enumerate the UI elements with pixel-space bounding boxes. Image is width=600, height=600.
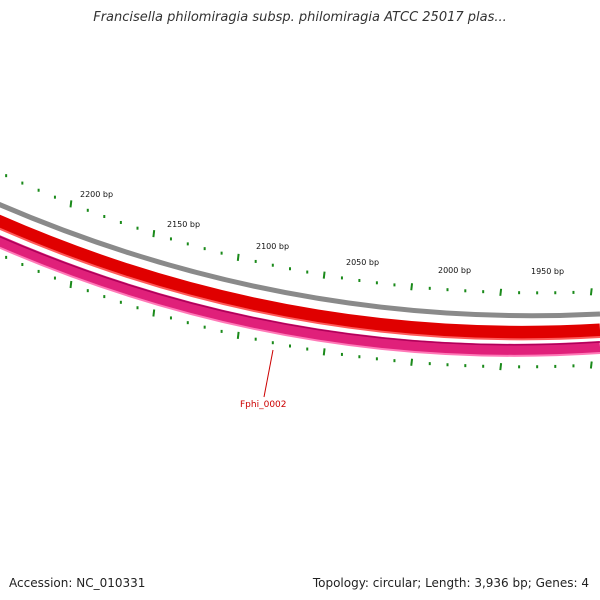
inner-major-tick [152, 309, 156, 317]
topology-summary: Topology: circular; Length: 3,936 bp; Ge… [312, 576, 589, 590]
outer-major-tick [322, 271, 326, 279]
tick-label-2050: 2050 bp [346, 258, 379, 267]
tick-label-2200: 2200 bp [80, 190, 113, 199]
gene-label-leader-line [263, 349, 274, 398]
reverse-strand-highlight [0, 246, 600, 357]
tick-label-1950: 1950 bp [531, 267, 564, 276]
accession-text: Accession: NC_010331 [9, 576, 146, 590]
map-title: Francisella philomiragia subsp. philomir… [93, 10, 507, 25]
inner-tick-marks [5, 255, 593, 371]
forward-strand-highlight [0, 227, 600, 341]
outer-major-tick [69, 200, 73, 208]
outer-tick-marks [5, 174, 593, 296]
backbone-ring [0, 202, 600, 319]
inner-major-tick [410, 358, 414, 366]
tick-label-2100: 2100 bp [256, 242, 289, 251]
forward-strand-feature [0, 214, 600, 339]
reverse-strand-shadow [0, 235, 600, 346]
outer-major-tick [589, 288, 593, 296]
tick-label-2000: 2000 bp [438, 266, 471, 275]
gene-label-fphi-0002[interactable]: Fphi_0002 [240, 400, 287, 410]
outer-major-tick [152, 230, 156, 238]
inner-major-tick [589, 361, 593, 369]
inner-major-tick [69, 280, 73, 289]
outer-major-tick [236, 253, 240, 262]
gene-feature-fphi-0002[interactable] [0, 233, 600, 356]
backbone-ring-inner [0, 208, 600, 321]
inner-major-tick [499, 363, 503, 371]
outer-major-tick [410, 283, 414, 291]
tick-label-2150: 2150 bp [167, 220, 200, 229]
outer-major-tick [499, 288, 503, 296]
inner-major-tick [322, 348, 326, 356]
inner-major-tick [236, 331, 240, 340]
